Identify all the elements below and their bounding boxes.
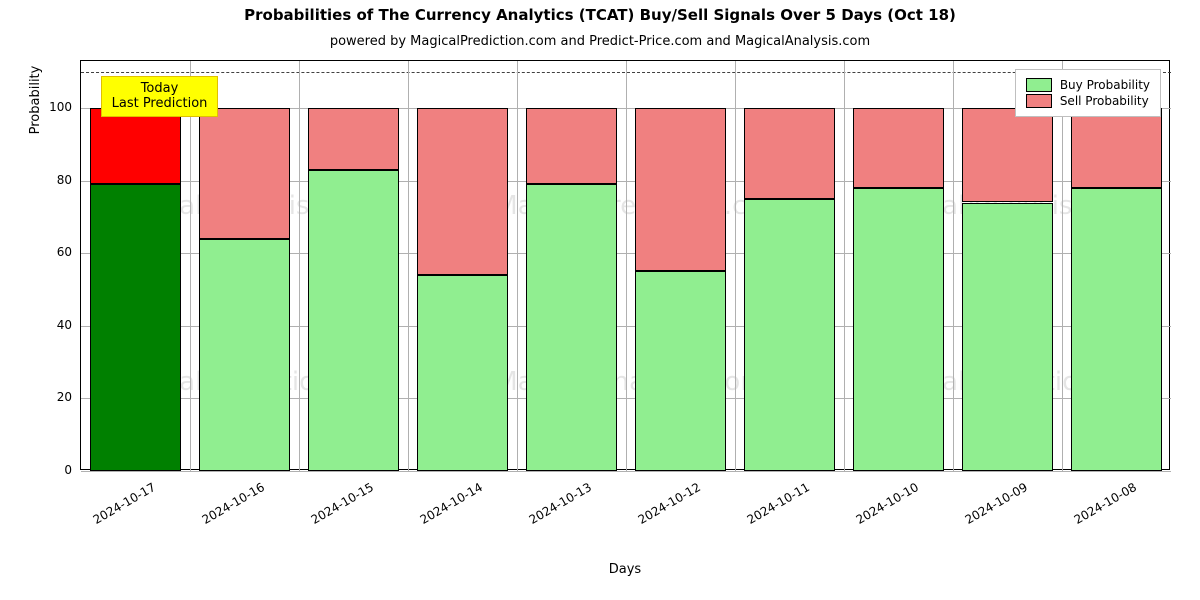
bar-sell — [744, 108, 836, 199]
x-gridline — [1062, 61, 1063, 471]
y-tick-label: 80 — [22, 173, 72, 187]
y-tick-label: 100 — [22, 100, 72, 114]
legend-swatch-buy — [1026, 78, 1052, 92]
bar-sell — [526, 108, 618, 184]
bar-buy — [635, 271, 727, 471]
chart-title: Probabilities of The Currency Analytics … — [0, 6, 1200, 24]
bar-buy — [853, 188, 945, 471]
x-tick-label: 2024-10-08 — [1071, 480, 1138, 527]
legend-swatch-sell — [1026, 94, 1052, 108]
bar-buy — [308, 170, 400, 471]
x-gridline — [844, 61, 845, 471]
annotation-line2: Last Prediction — [112, 96, 208, 112]
x-gridline — [299, 61, 300, 471]
x-tick-label: 2024-10-13 — [526, 480, 593, 527]
axes-area: MagicalAnalysis.comMagicalPrediction.com… — [80, 60, 1170, 470]
y-tick-label: 40 — [22, 318, 72, 332]
x-tick-label: 2024-10-14 — [417, 480, 484, 527]
bar-buy — [526, 184, 618, 471]
x-tick-label: 2024-10-17 — [90, 480, 157, 527]
legend-label-buy: Buy Probability — [1060, 78, 1150, 92]
x-gridline — [735, 61, 736, 471]
x-tick-label: 2024-10-09 — [962, 480, 1029, 527]
bar-buy — [90, 184, 182, 471]
bar-sell — [199, 108, 291, 239]
bar-sell — [90, 108, 182, 184]
x-gridline — [626, 61, 627, 471]
today-annotation: TodayLast Prediction — [101, 76, 219, 117]
figure: Probabilities of The Currency Analytics … — [0, 0, 1200, 600]
x-gridline — [190, 61, 191, 471]
x-gridline — [517, 61, 518, 471]
x-tick-label: 2024-10-12 — [635, 480, 702, 527]
bar-buy — [962, 203, 1054, 471]
y-tick-label: 60 — [22, 245, 72, 259]
x-tick-label: 2024-10-15 — [308, 480, 375, 527]
x-tick-label: 2024-10-10 — [853, 480, 920, 527]
y-tick-label: 0 — [22, 463, 72, 477]
x-gridline — [953, 61, 954, 471]
chart-subtitle: powered by MagicalPrediction.com and Pre… — [0, 34, 1200, 49]
y-tick-label: 20 — [22, 390, 72, 404]
legend-item-buy: Buy Probability — [1026, 78, 1150, 92]
bar-buy — [199, 239, 291, 471]
bar-sell — [853, 108, 945, 188]
legend-item-sell: Sell Probability — [1026, 94, 1150, 108]
x-tick-label: 2024-10-16 — [199, 480, 266, 527]
bar-sell — [308, 108, 400, 170]
annotation-line1: Today — [112, 81, 208, 97]
bar-sell — [635, 108, 727, 271]
x-tick-label: 2024-10-11 — [744, 480, 811, 527]
bar-buy — [744, 199, 836, 471]
bar-sell — [1071, 108, 1163, 188]
bar-buy — [1071, 188, 1163, 471]
x-axis-label: Days — [80, 562, 1170, 577]
bar-sell — [962, 108, 1054, 202]
legend: Buy Probability Sell Probability — [1015, 69, 1161, 117]
bar-sell — [417, 108, 509, 275]
y-gridline — [81, 471, 1171, 472]
bar-buy — [417, 275, 509, 471]
x-gridline — [408, 61, 409, 471]
legend-label-sell: Sell Probability — [1060, 94, 1149, 108]
